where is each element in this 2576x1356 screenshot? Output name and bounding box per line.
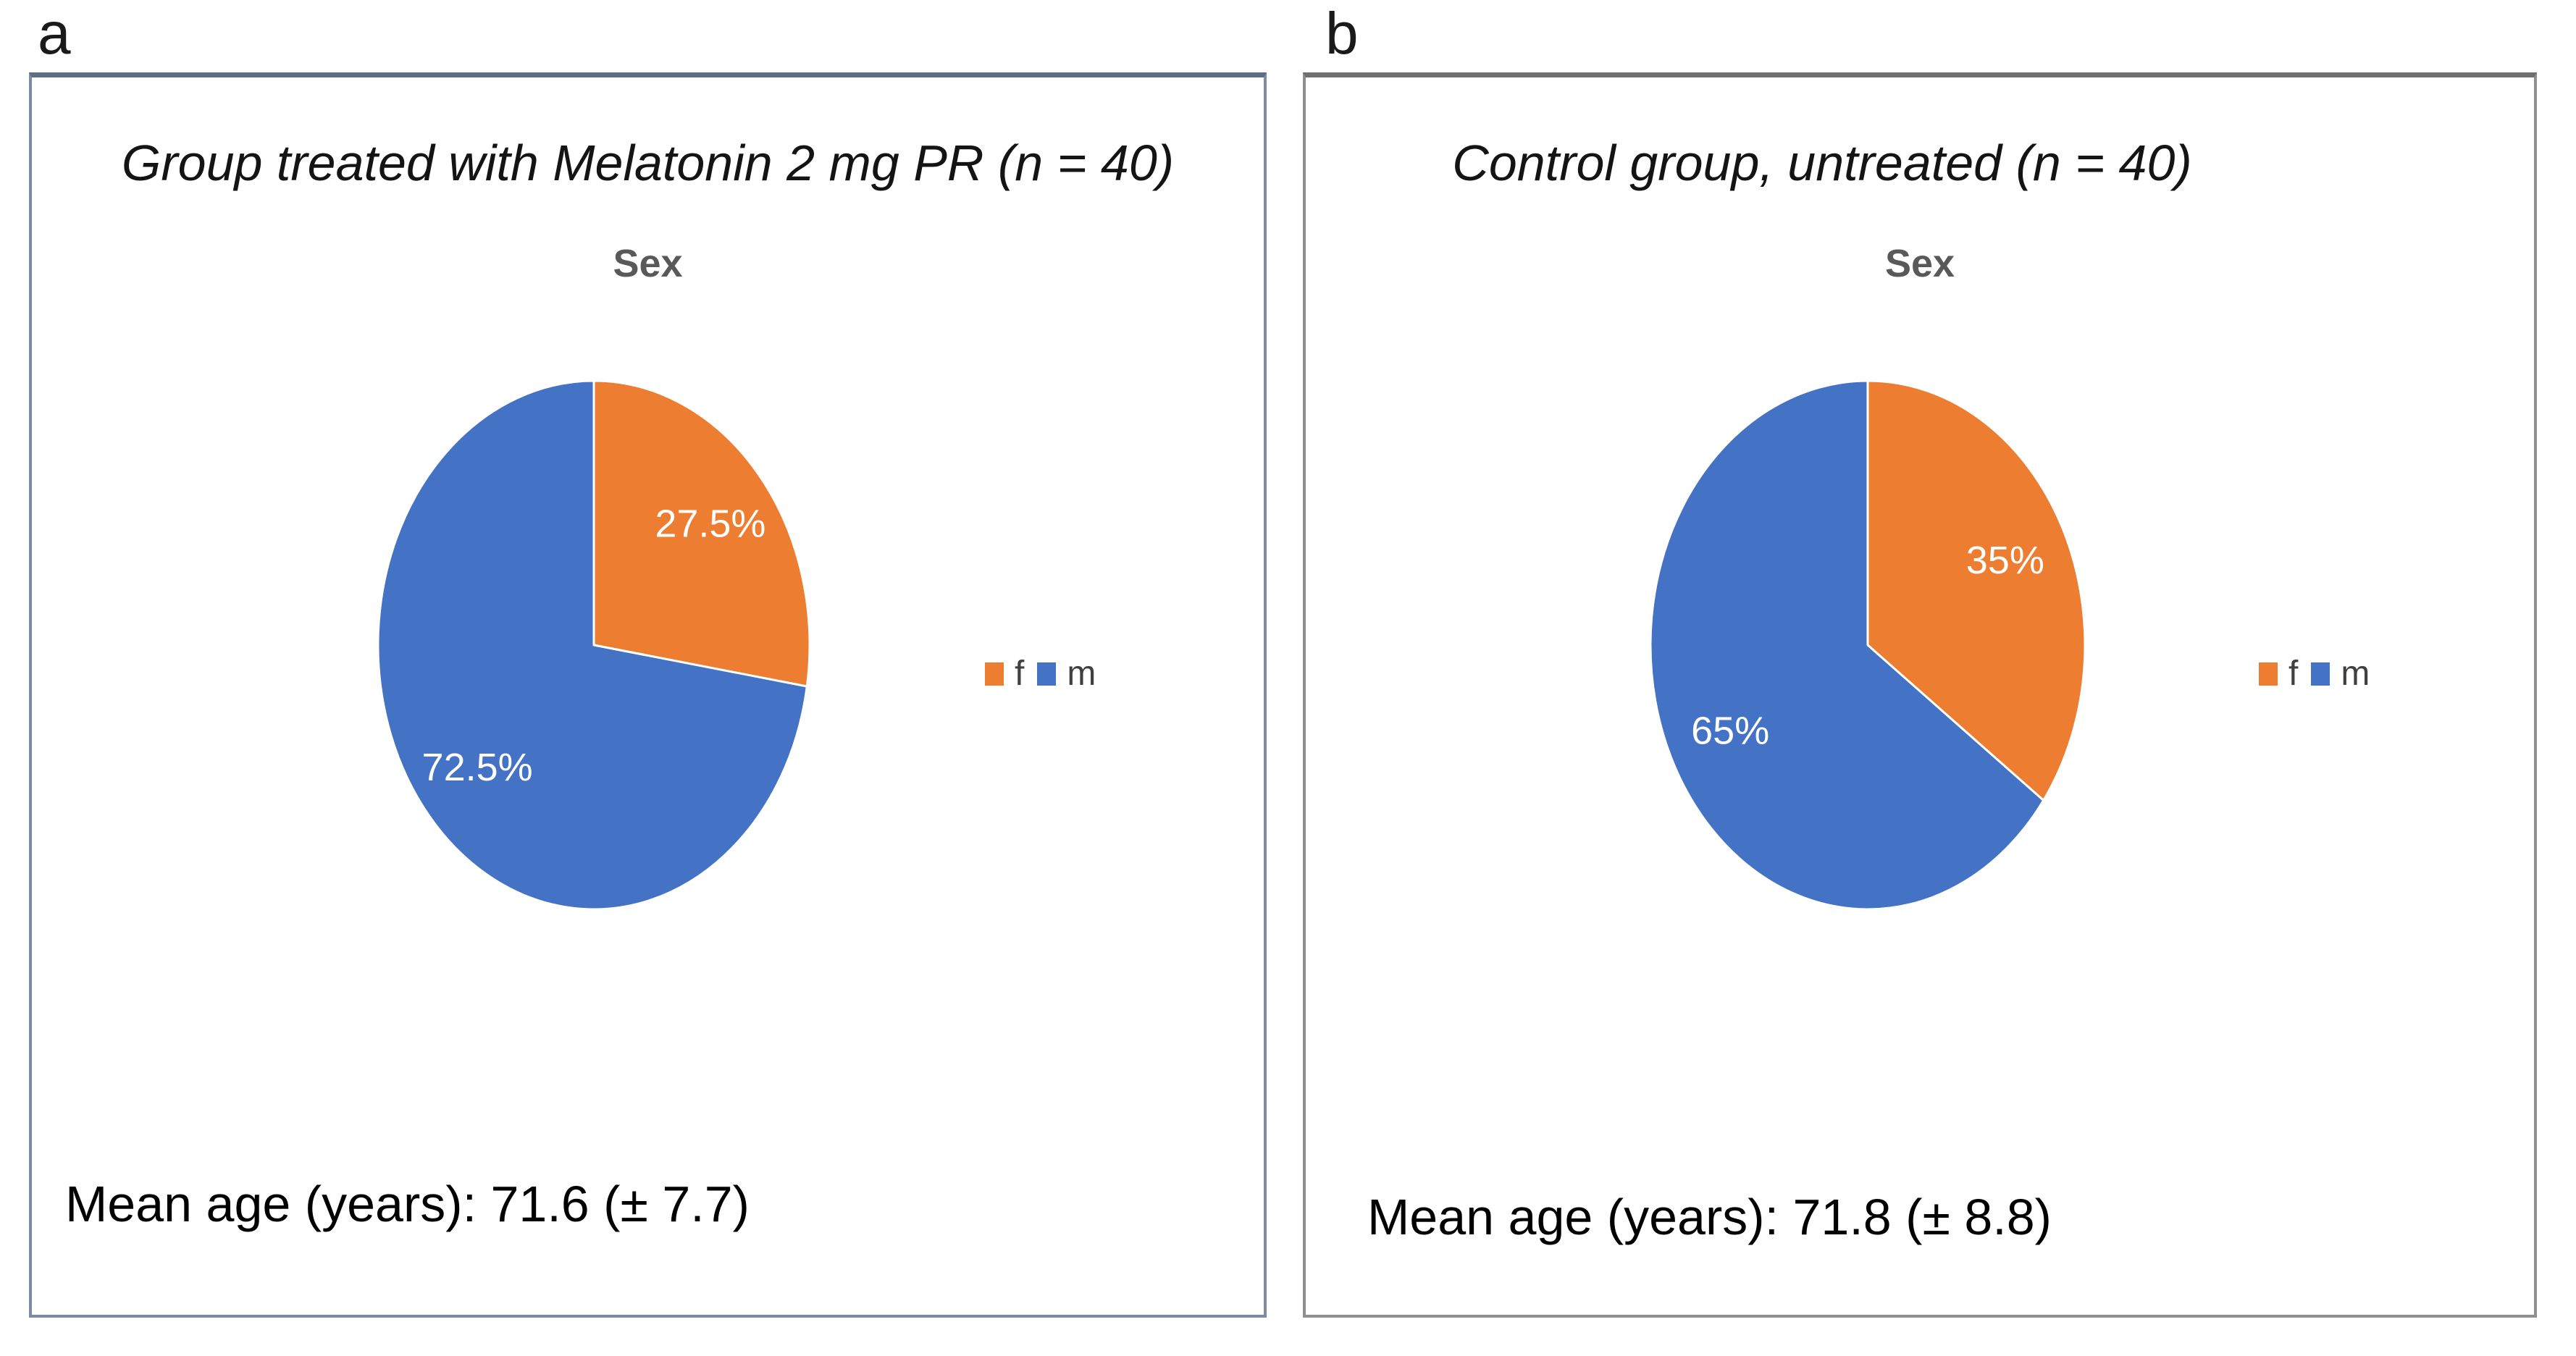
legend-swatch-f: [2259, 662, 2278, 686]
panel-b-title: Control group, untreated (n = 40): [1452, 135, 2192, 191]
pie-a-chart-title: Sex: [613, 242, 683, 285]
pie-slice-m: [1649, 379, 2045, 911]
mean-age-text: Mean age (years): 71.8 (± 8.8): [1367, 1189, 2052, 1245]
pie-b-chart-title: Sex: [1884, 242, 1955, 285]
legend-label-m: m: [1067, 654, 1096, 693]
pie-slice-f: [592, 379, 811, 688]
legend: f m: [2259, 657, 2370, 691]
panel-label-a: a: [38, 1, 71, 67]
pie-chart-treated: 27.5% 72.5%: [377, 379, 811, 911]
legend-swatch-m: [2311, 662, 2330, 686]
pie-data-label-f: 35%: [1966, 539, 2044, 582]
legend-swatch-m: [1037, 662, 1057, 686]
pie-data-label-f: 27.5%: [655, 502, 765, 546]
panel-treated-group: Group treated with Melatonin 2 mg PR (n …: [29, 72, 1267, 1318]
panel-control-group: Control group, untreated (n = 40) Sex 35…: [1303, 72, 2537, 1318]
legend-label-f: f: [2288, 654, 2299, 693]
pie-data-label-m: 72.5%: [422, 746, 533, 789]
panel-label-b: b: [1325, 1, 1359, 67]
panel-a-title: Group treated with Melatonin 2 mg PR (n …: [121, 135, 1175, 191]
legend: f m: [985, 657, 1096, 691]
pie-data-label-m: 65%: [1691, 709, 1769, 753]
pie-slice-m: [377, 379, 808, 911]
legend-swatch-f: [985, 662, 1004, 686]
legend-label-f: f: [1015, 654, 1025, 693]
mean-age-text: Mean age (years): 71.6 (± 7.7): [65, 1176, 750, 1232]
legend-label-m: m: [2341, 654, 2370, 693]
pie-chart-control: 35% 65%: [1649, 379, 2086, 911]
pie-slice-f: [1866, 379, 2086, 801]
